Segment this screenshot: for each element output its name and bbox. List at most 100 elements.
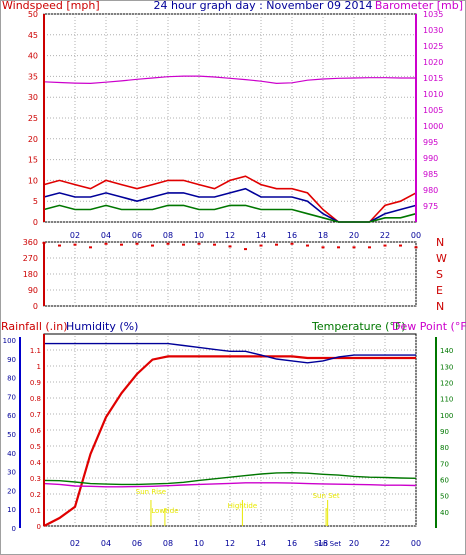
wind-x-tick-label: 00 <box>411 231 421 240</box>
wind-direction-point <box>306 244 309 247</box>
direction-tick-label: 180 <box>23 270 38 279</box>
humidity-tick-label: 0 <box>12 525 16 533</box>
windspeed-tick-label: 40 <box>28 52 38 61</box>
wind-x-tick-label: 22 <box>380 231 390 240</box>
rainfall-tick-label: 0 <box>37 523 41 531</box>
rain-x-tick-labels: 02 04 06 08 10 12 14 16 18 20 22 00 <box>70 539 421 548</box>
barometer-tick-label: 1010 <box>423 90 443 99</box>
wind-direction-point <box>228 245 232 248</box>
windspeed-axis-label: Windspeed [mph] <box>2 0 100 12</box>
compass-label: W <box>436 252 447 265</box>
temperature-tick-label: 110 <box>440 396 453 404</box>
rain-series <box>43 342 417 527</box>
rainfall-tick-label: 0.8 <box>30 395 41 403</box>
temperature-tick-label: 130 <box>440 363 453 371</box>
event-label: Hightide <box>228 502 258 510</box>
rain-x-tick-label: 08 <box>163 539 173 548</box>
event-label: Lowtide <box>151 507 178 515</box>
barometer-tick-label: 990 <box>423 154 438 163</box>
temperature-tick-label: 40 <box>440 509 449 517</box>
direction-tick-labels: 0 90 180 270 360 <box>23 238 38 311</box>
barometer-tick-label: 1000 <box>423 122 443 131</box>
barometer-tick-label: 1035 <box>423 10 443 19</box>
humidity-tick-label: 50 <box>7 431 16 439</box>
humidity-tick-label: 100 <box>3 337 16 345</box>
barometer-tick-label: 995 <box>423 138 438 147</box>
direction-series <box>42 241 418 251</box>
event-label: Sun Set <box>313 492 340 500</box>
barometer-tick-label: 1015 <box>423 74 443 83</box>
barometer-tick-label: 980 <box>423 186 438 195</box>
wind-x-tick-label: 12 <box>225 231 235 240</box>
windspeed-tick-label: 5 <box>33 197 38 206</box>
rainfall-tick-label: 0.1 <box>30 507 41 515</box>
rain-x-tick-label: 12 <box>225 539 235 548</box>
wind-direction-point <box>290 242 294 245</box>
wind-x-tick-label: 06 <box>132 231 142 240</box>
wind-direction-point <box>151 244 154 247</box>
event-label: Sun Set <box>314 540 341 548</box>
wind-x-tick-label: 18 <box>318 231 328 240</box>
wind-direction-point <box>135 242 139 245</box>
dewpoint-line <box>43 482 417 488</box>
temperature-axis-label: Temperature (°F) <box>311 320 406 333</box>
rain-x-tick-label: 18 <box>318 539 328 548</box>
wind-direction-point <box>399 244 402 247</box>
temperature-tick-label: 80 <box>440 444 449 452</box>
windspeed-tick-label: 30 <box>28 93 38 102</box>
humidity-tick-label: 70 <box>7 393 16 401</box>
chart-title: 24 hour graph day : November 09 2014 <box>153 0 372 12</box>
windspeed-tick-label: 0 <box>33 218 38 227</box>
wind-direction-point <box>352 246 356 249</box>
rain-x-tick-label: 16 <box>287 539 297 548</box>
wind-direction-point <box>73 243 77 246</box>
wind-direction-point <box>383 244 387 247</box>
wind-direction-point <box>182 243 185 246</box>
rain-x-tick-label: 02 <box>70 539 80 548</box>
windspeed-tick-label: 25 <box>28 114 38 123</box>
wind-x-tick-label: 04 <box>101 231 111 240</box>
humidity-tick-labels: 0 10 20 30 40 50 60 70 80 90 100 <box>3 337 16 533</box>
direction-tick-label: 0 <box>33 302 38 311</box>
humidity-tick-label: 10 <box>7 506 16 514</box>
wind-x-tick-labels: 02 04 06 08 10 12 14 16 18 20 22 00 <box>70 231 421 240</box>
wind-direction-point <box>213 243 216 246</box>
rain-x-tick-label: 10 <box>194 539 204 548</box>
humidity-tick-label: 20 <box>7 487 16 495</box>
temperature-tick-label: 100 <box>440 412 453 420</box>
rainfall-axis-label: Rainfall (.in) <box>1 320 68 333</box>
wind-x-tick-label: 20 <box>349 231 359 240</box>
wind-direction-point <box>104 242 108 245</box>
rain-x-tick-label: 22 <box>380 539 390 548</box>
temperature-tick-labels: 40 50 60 70 80 90 100 110 120 130 140 <box>440 347 453 517</box>
temperature-tick-label: 50 <box>440 493 449 501</box>
barometer-tick-labels: 975 980 985 990 995 1000 1005 1010 1015 1020 1025 1… <box>423 10 443 211</box>
dewpoint-axis-label: Dew Point (°F) <box>392 320 466 333</box>
wind-direction-point <box>368 246 371 249</box>
wind-direction-point <box>275 243 278 246</box>
rainfall-tick-label: 0.7 <box>30 411 41 419</box>
compass-label: S <box>436 268 443 281</box>
event-label: Sun Rise <box>136 488 166 496</box>
compass-label: N <box>436 300 444 313</box>
barometer-tick-label: 975 <box>423 202 438 211</box>
wind-direction-point <box>89 246 92 249</box>
wind-direction-point <box>120 243 123 246</box>
humidity-line <box>44 342 416 364</box>
rain-gridlines <box>44 334 417 527</box>
wind-direction-point <box>166 242 170 245</box>
wind-x-tick-label: 16 <box>287 231 297 240</box>
rainfall-tick-label: 1 <box>37 363 41 371</box>
rainfall-tick-label: 1.1 <box>30 347 41 355</box>
barometer-tick-label: 1025 <box>423 42 443 51</box>
windspeed-tick-label: 20 <box>28 135 38 144</box>
wind-x-tick-label: 02 <box>70 231 80 240</box>
compass-label: E <box>436 284 443 297</box>
rainfall-tick-label: 0.5 <box>30 443 41 451</box>
temperature-tick-label: 90 <box>440 428 449 436</box>
humidity-tick-label: 40 <box>7 450 16 458</box>
rainfall-tick-label: 0.9 <box>30 379 41 387</box>
